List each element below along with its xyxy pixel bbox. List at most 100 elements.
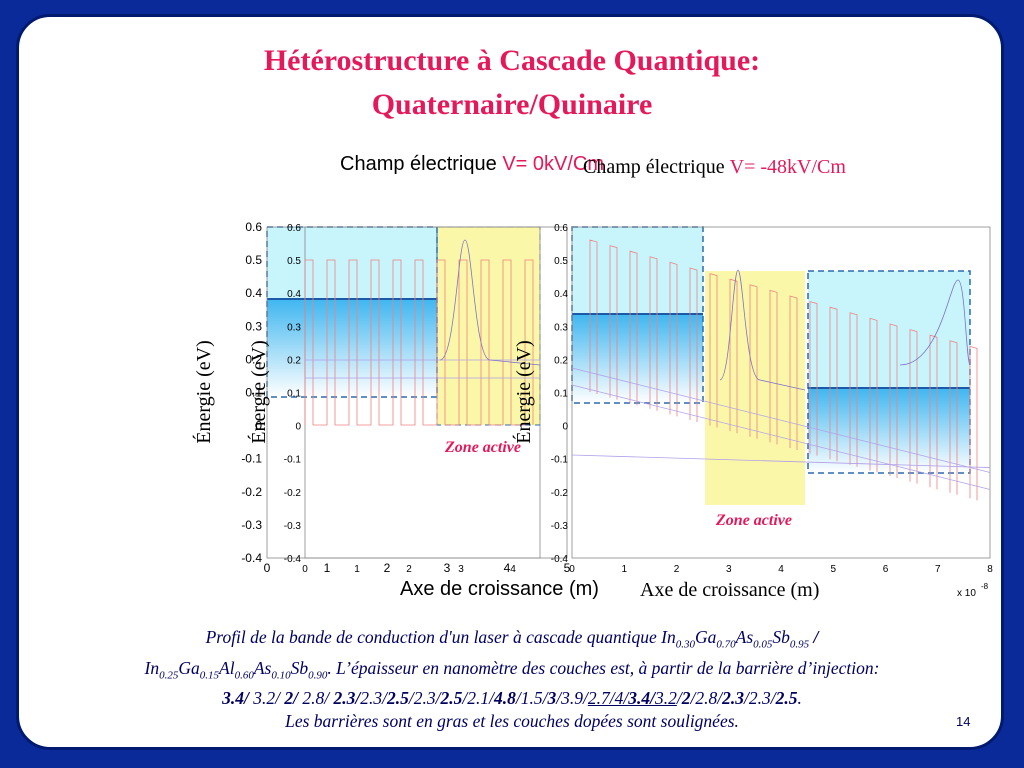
y-tick-label: 0.6 <box>287 223 301 234</box>
caption-text: /2.1/ <box>462 688 495 708</box>
x-tick-label: 2 <box>384 561 391 575</box>
y-tick-label: 0.5 <box>554 256 568 267</box>
y-tick-label: -0.2 <box>284 488 302 499</box>
x-tick-label: 4 <box>504 561 511 575</box>
y-tick-label: -0.1 <box>241 452 262 466</box>
y-tick-label: 0.3 <box>554 322 568 333</box>
field-label: Champ électrique V= 0kV/Cm <box>340 153 604 175</box>
caption-text: 0.60 <box>234 669 254 681</box>
band-profile <box>304 259 534 426</box>
caption-text: Al <box>219 657 235 678</box>
caption-text: 2.5 <box>775 688 798 708</box>
x-axis-label: Axe de croissance (m) <box>640 579 819 601</box>
caption-text: / <box>676 688 682 708</box>
cyan-box <box>808 271 970 388</box>
caption: Profil de la bande de conduction d'un la… <box>20 626 1004 733</box>
y-tick-label: 0 <box>255 419 262 433</box>
field-label: Champ électrique V= -48kV/Cm <box>583 156 846 178</box>
y-tick-label: -0.3 <box>284 521 302 532</box>
caption-text: . <box>797 688 802 708</box>
caption-text: 3.2/ <box>248 688 281 708</box>
caption-text: 0.30 <box>675 638 696 651</box>
subband-level <box>571 454 991 468</box>
caption-text: 2.5 <box>387 688 409 708</box>
x-tick-label: 4 <box>510 564 516 575</box>
caption-text: As <box>735 627 754 647</box>
y-tick-label: 0.6 <box>554 223 568 234</box>
x-tick-label: 0 <box>264 561 271 575</box>
exponent-base: x 10 <box>957 588 976 599</box>
caption-text: 4.8 <box>494 688 516 708</box>
page-number: 14 <box>956 714 971 729</box>
caption-line: Les barrières sont en gras et les couche… <box>20 710 1004 733</box>
caption-line: Profil de la bande de conduction d'un la… <box>20 626 1004 657</box>
caption-text: Profil de la bande de conduction d'un la… <box>205 627 676 647</box>
y-tick-label: 0.3 <box>245 319 262 333</box>
y-tick-label: -0.3 <box>241 518 262 532</box>
caption-text: 3 <box>547 688 557 708</box>
caption-text: 2.7/4/ <box>587 688 629 708</box>
wavefunction <box>899 279 971 366</box>
caption-text: /2.3/ <box>743 688 776 708</box>
x-tick-label: 8 <box>987 564 993 575</box>
caption-text: 2.3/ <box>360 688 388 708</box>
x-tick-label: 0 <box>569 564 575 575</box>
caption-text: /3.9/ <box>556 688 588 708</box>
y-tick-label: 0.3 <box>287 322 301 333</box>
y-axis-label: Énergie (eV) <box>192 340 215 443</box>
zone-box <box>705 271 805 505</box>
plot-frame <box>571 226 991 559</box>
caption-text: 0.15 <box>199 669 220 681</box>
y-tick-label: -0.3 <box>551 521 569 532</box>
y-tick-label: 0 <box>562 422 568 433</box>
subband-level <box>571 384 991 490</box>
caption-text: /2.3/ <box>408 688 441 708</box>
x-tick-label: 2 <box>406 564 412 575</box>
y-tick-label: -0.4 <box>551 554 569 565</box>
y-tick-label: 0.4 <box>287 289 301 300</box>
caption-text: 3.4/ <box>628 688 655 708</box>
y-tick-label: 0.2 <box>554 355 568 366</box>
x-tick-label: 3 <box>458 564 464 575</box>
gradient-box <box>267 299 437 397</box>
caption-text: /2.8/ <box>690 688 723 708</box>
caption-line: In0.25Ga0.15Al0.60As0.10Sb0.90. L’épaiss… <box>20 657 1004 688</box>
x-tick-label: 6 <box>883 564 889 575</box>
y-tick-label: -0.4 <box>241 551 262 565</box>
y-tick-label: 0.2 <box>245 352 262 366</box>
x-tick-label: 3 <box>726 564 732 575</box>
title-line: Quaternaire/Quinaire <box>371 88 653 121</box>
caption-text: /1.5/ <box>515 688 548 708</box>
caption-text: 2.3 <box>722 688 744 708</box>
caption-text: Ga <box>695 627 717 647</box>
x-tick-label: 5 <box>564 561 571 575</box>
x-tick-label: 2 <box>674 564 680 575</box>
field-value: V= 0kV/Cm <box>502 153 604 175</box>
caption-text: 2.3/ <box>329 688 361 708</box>
y-axis-label: Énergie (eV) <box>512 340 535 443</box>
caption-text: Sb <box>772 627 790 647</box>
y-tick-label: 0.5 <box>245 253 262 267</box>
field-name: Champ électrique <box>340 153 497 175</box>
caption-text: 2.5 <box>440 688 463 708</box>
caption-text: 3.2 <box>654 688 677 708</box>
caption-text: 3.4/ <box>222 688 249 708</box>
cyan-box <box>572 227 703 314</box>
caption-text: 0.25 <box>159 669 179 681</box>
subband-level <box>571 367 991 473</box>
caption-text: 2.8/ <box>298 688 330 708</box>
cyan-box <box>267 227 437 299</box>
y-tick-label: -0.2 <box>551 488 569 499</box>
caption-text: 0.05 <box>753 638 773 651</box>
caption-text: 0.90 <box>308 669 328 681</box>
zone-label: Zone active <box>715 512 792 529</box>
exponent-power: -8 <box>981 582 989 591</box>
x-tick-label: 7 <box>935 564 941 575</box>
x-tick-label: 1 <box>621 564 627 575</box>
y-tick-label: 0.1 <box>554 389 568 400</box>
title-line: Hétérostructure à Cascade Quantique: <box>263 44 761 77</box>
gradient-box <box>808 388 970 473</box>
y-tick-label: -0.1 <box>551 455 569 466</box>
field-value: V= -48kV/Cm <box>730 156 847 178</box>
